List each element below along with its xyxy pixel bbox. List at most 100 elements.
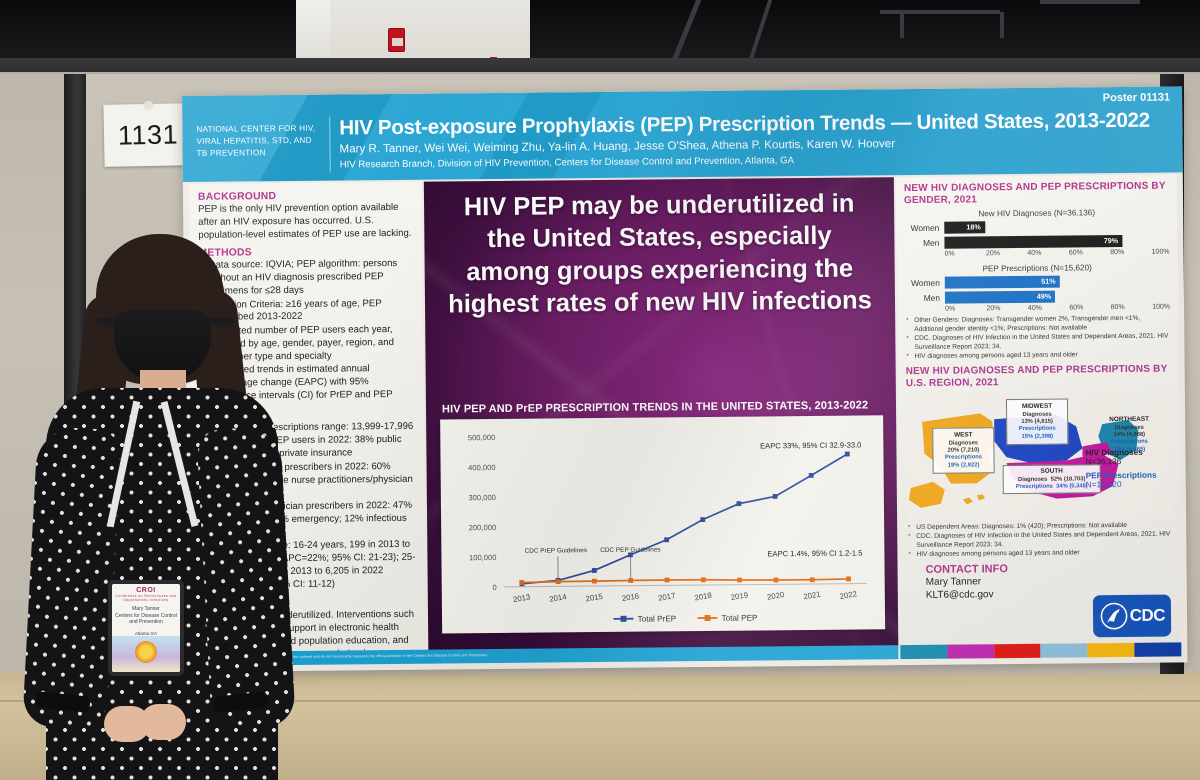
prescriptions-bar-title: PEP Prescriptions (N=15,620)	[982, 263, 1092, 274]
gender-section-heading: NEW HIV DIAGNOSES AND PEP PRESCRIPTIONS …	[903, 180, 1166, 207]
tick-label: 0%	[944, 250, 955, 258]
bar-track: 18%	[944, 219, 1169, 234]
chart-text: Total PrEP	[637, 614, 676, 623]
chart-text: 300,000	[468, 493, 496, 502]
bar-track: 49%	[944, 289, 1170, 304]
bar-row-men-prescriptions: Men 49%	[905, 289, 1170, 305]
diagnoses-axis: 0% 20% 40% 60% 80% 100%	[945, 249, 1170, 258]
tick-label: 40%	[1027, 249, 1042, 257]
ceiling-truss-3	[880, 10, 1000, 14]
arm-left	[22, 426, 122, 730]
bar-row-women-prescriptions: Women 51%	[905, 274, 1170, 290]
strip-segment	[1040, 643, 1088, 658]
badge-artwork	[112, 636, 180, 672]
poster-affiliation: HIV Research Branch, Division of HIV Pre…	[339, 155, 795, 171]
chart-text: 500,000	[468, 433, 496, 442]
chart-text: 2021	[803, 590, 822, 602]
bar-fill: 49%	[944, 290, 1056, 304]
chart-text: 2016	[621, 591, 640, 603]
chart-text: 0	[492, 583, 496, 592]
chart-text: EAPC 33%, 95% CI 32.9-33.0	[760, 440, 861, 450]
center-column: HIV PEP may be underutilized in the Unit…	[423, 177, 899, 652]
chart-text: EAPC 1.4%, 95% CI 1.2-1.5	[767, 548, 862, 558]
bar-track: 51%	[944, 274, 1170, 289]
map-region-south-ne-ext	[1082, 442, 1113, 459]
map-hawaii	[962, 497, 973, 505]
strip-segment	[993, 643, 1041, 659]
header-divider	[329, 116, 331, 173]
map-label-midwest: MIDWEST Diagnoses 13% (4,815) Prescripti…	[1005, 398, 1069, 446]
poster-number-label: Poster 01131	[1102, 91, 1171, 105]
poster-header: Poster 01131 NATIONAL CENTER FOR HIV, VI…	[182, 86, 1183, 182]
prescriptions-axis: 0% 20% 40% 60% 80% 100%	[945, 304, 1170, 313]
bar-label: Women	[911, 277, 940, 288]
us-region-map: WEST Diagnoses 20% (7,210) Prescriptions…	[905, 389, 1173, 521]
chart-text: CDC PrEP Guidelines	[525, 547, 587, 555]
trend-chart: 0 100,000 200,000 300,000 400,000 500,000 2013…	[440, 415, 886, 634]
poster-color-strip	[900, 642, 1182, 660]
chart-text: 2019	[730, 590, 749, 602]
ceiling-truss-5	[1000, 12, 1004, 38]
hhs-bird-icon	[1100, 602, 1128, 630]
map-hawaii-2	[976, 494, 985, 501]
poster-board-number: 1131	[117, 118, 179, 151]
tick-label: 100%	[1151, 248, 1170, 256]
map-alaska	[908, 482, 945, 509]
mask-strap-right	[204, 318, 234, 325]
tick-label: 100%	[1152, 303, 1171, 311]
strip-segment	[1134, 642, 1182, 657]
strip-segment	[900, 644, 948, 660]
tick-label: 60%	[1068, 249, 1083, 257]
chart-text: CDC PEP Guidelines	[600, 546, 660, 554]
tick-label: 60%	[1069, 304, 1084, 312]
arm-right	[196, 426, 296, 730]
cdc-logo: CDC	[1092, 594, 1172, 638]
polka-dot-pattern	[22, 426, 122, 730]
gender-footnotes: Other Genders: Diagnoses: Transgender wo…	[905, 315, 1170, 362]
chart-text: 400,000	[468, 463, 496, 472]
strip-segment	[947, 644, 995, 659]
chart-text: 200,000	[469, 523, 497, 532]
tick-label: 20%	[985, 250, 1001, 258]
chart-text: 2020	[766, 590, 785, 602]
polka-dot-pattern	[196, 426, 296, 730]
list-item: HIV diagnoses among persons aged 13 year…	[905, 350, 1170, 361]
tick-label: 80%	[1110, 248, 1125, 257]
ceiling	[0, 0, 1200, 66]
region-footnotes: US Dependent Areas: Diagnoses: 1% (420);…	[907, 522, 1172, 560]
region-prescriptions-value: 19% (2,922)	[947, 462, 980, 469]
key-message: HIV PEP may be underutilized in the Unit…	[448, 189, 872, 319]
chart-text: 2013	[512, 592, 531, 604]
right-column: NEW HIV DIAGNOSES AND PEP PRESCRIPTIONS …	[895, 174, 1182, 648]
chart-text: Total PEP	[721, 613, 758, 622]
diagnoses-bar-title: New HIV Diagnoses (N=36,136)	[978, 208, 1096, 219]
floor-seam	[0, 700, 1200, 702]
ceiling-truss-6	[1040, 0, 1140, 4]
tick-label: 0%	[945, 305, 956, 313]
background-heading: BACKGROUND	[197, 191, 277, 203]
chart-text: 2015	[585, 592, 604, 604]
bar-fill: 51%	[944, 275, 1060, 289]
research-poster: Poster 01131 NATIONAL CENTER FOR HIV, VI…	[182, 86, 1188, 672]
ceiling-edge-beam	[0, 58, 1200, 74]
bar-fill: 79%	[944, 234, 1123, 249]
tick-label: 80%	[1110, 303, 1125, 312]
total-prescriptions-value: N=15,620	[1085, 480, 1122, 490]
hand-right	[140, 704, 186, 740]
badge-attendee-name: Mary Tanner Centers for Disease Control …	[115, 606, 177, 625]
trend-chart-title: HIV PEP AND PrEP PRESCRIPTION TRENDS IN …	[441, 399, 869, 416]
chart-text: 2014	[549, 592, 568, 604]
bar-row-women-diagnoses: Women 18%	[904, 219, 1169, 235]
chart-text: 100,000	[469, 553, 497, 562]
badge-conference-name: CROI Conference on Retroviruses and Oppo…	[112, 587, 180, 602]
mask-strap-left	[96, 318, 126, 325]
bar-track: 79%	[944, 234, 1169, 249]
strip-segment	[1087, 642, 1135, 658]
poster-board-number-sign: 1131	[103, 103, 193, 167]
cdc-logo-text: CDC	[1129, 605, 1166, 625]
region-section-heading: NEW HIV DIAGNOSES AND PEP PRESCRIPTIONS …	[905, 364, 1168, 390]
bar-fill: 18%	[944, 220, 985, 234]
bar-row-men-diagnoses: Men 79%	[904, 234, 1169, 250]
tick-label: 20%	[986, 305, 1001, 313]
